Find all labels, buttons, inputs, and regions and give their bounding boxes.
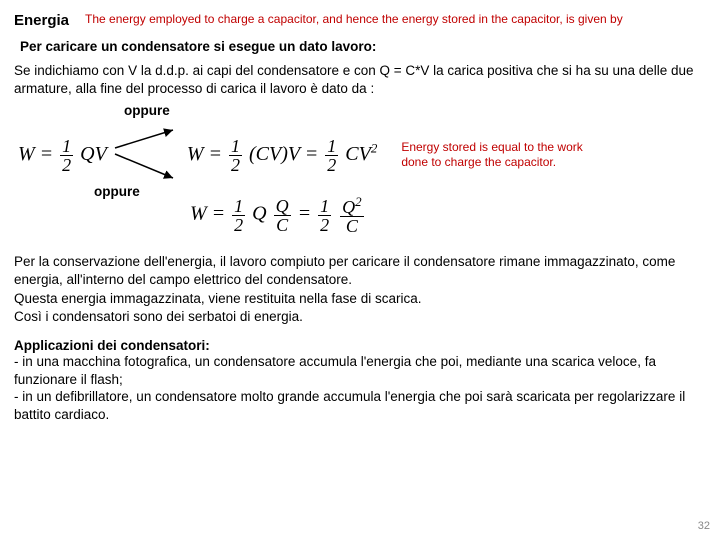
formula-2: W = 12 (CV)V = 12 CV2 <box>187 137 377 174</box>
formula-row-1: W = 12 QV W = 12 (CV)V = 12 CV2 Energy s… <box>14 120 706 190</box>
f2-den1: 2 <box>229 156 242 174</box>
oppure-label-1: oppure <box>124 103 706 118</box>
f1-eq: = <box>40 143 54 165</box>
f3-num1: 1 <box>232 197 245 216</box>
f2-lhs: W <box>187 143 204 165</box>
page-number: 32 <box>698 520 710 532</box>
f3-denC2: C <box>340 217 364 235</box>
f2-num1: 1 <box>229 137 242 156</box>
f3-lhs: W <box>190 203 207 225</box>
f3-frac2: 12 <box>318 197 331 234</box>
arrow-up-icon <box>115 130 173 148</box>
f3-numQ2-base: Q <box>342 197 355 217</box>
f1-rhs: QV <box>80 143 107 165</box>
f3-eq2: = <box>298 203 312 225</box>
f1-num: 1 <box>60 137 73 156</box>
f1-frac: 12 <box>60 137 73 174</box>
f2-eq2: = <box>305 143 319 165</box>
section-title: Energia <box>14 12 69 29</box>
f2-frac1: 12 <box>229 137 242 174</box>
applications-title: Applicazioni dei condensatori: <box>14 338 706 353</box>
section-subtitle: The energy employed to charge a capacito… <box>85 12 623 27</box>
f2-mid: (CV)V <box>249 143 300 165</box>
f3-frac1: 12 <box>232 197 245 234</box>
f3-fracQC: QC <box>274 197 291 234</box>
f3-numQ2: Q2 <box>340 195 364 217</box>
formula-1: W = 12 QV <box>18 137 107 174</box>
formula-row-2: W = 12 Q QC = 12 Q2 C <box>190 195 706 235</box>
f2-eq1: = <box>209 143 223 165</box>
f3-numC1: Q <box>274 197 291 216</box>
header: Energia The energy employed to charge a … <box>14 12 706 29</box>
f3-fracQ2C: Q2 C <box>340 195 364 235</box>
conservation-line-2: Questa energia immagazzinata, viene rest… <box>14 290 706 308</box>
intro-line-2: Se indichiamo con V la d.d.p. ai capi de… <box>14 62 706 97</box>
arrows-container <box>107 120 187 190</box>
arrow-down-icon <box>115 154 173 178</box>
f3-den2: 2 <box>318 216 331 234</box>
f3-num2: 1 <box>318 197 331 216</box>
arrows-svg <box>107 120 187 200</box>
f2-exp: 2 <box>371 140 378 155</box>
applications-list: - in una macchina fotografica, un conden… <box>14 353 706 423</box>
f3-den1: 2 <box>232 216 245 234</box>
f2-den2: 2 <box>325 156 338 174</box>
f3-denC1: C <box>274 216 291 234</box>
conservation-line-3: Così i condensatori sono dei serbatoi di… <box>14 308 706 326</box>
application-item-1: - in una macchina fotografica, un conden… <box>14 353 706 388</box>
conservation-line-1: Per la conservazione dell'energia, il la… <box>14 253 706 289</box>
f2-num2: 1 <box>325 137 338 156</box>
formula-3: W = 12 Q QC = 12 Q2 C <box>190 195 366 235</box>
intro-line-1: Per caricare un condensatore si esegue u… <box>20 39 706 54</box>
f3-eq1: = <box>212 203 226 225</box>
f2-rhs: CV <box>345 143 371 165</box>
conservation-block: Per la conservazione dell'energia, il la… <box>14 253 706 326</box>
f1-den: 2 <box>60 156 73 174</box>
f1-lhs: W <box>18 143 35 165</box>
f2-frac2: 12 <box>325 137 338 174</box>
f3-q: Q <box>252 203 266 225</box>
energy-note: Energy stored is equal to the work done … <box>401 140 601 171</box>
application-item-2: - in un defibrillatore, un condensatore … <box>14 388 706 423</box>
f3-expQ2: 2 <box>355 194 362 209</box>
